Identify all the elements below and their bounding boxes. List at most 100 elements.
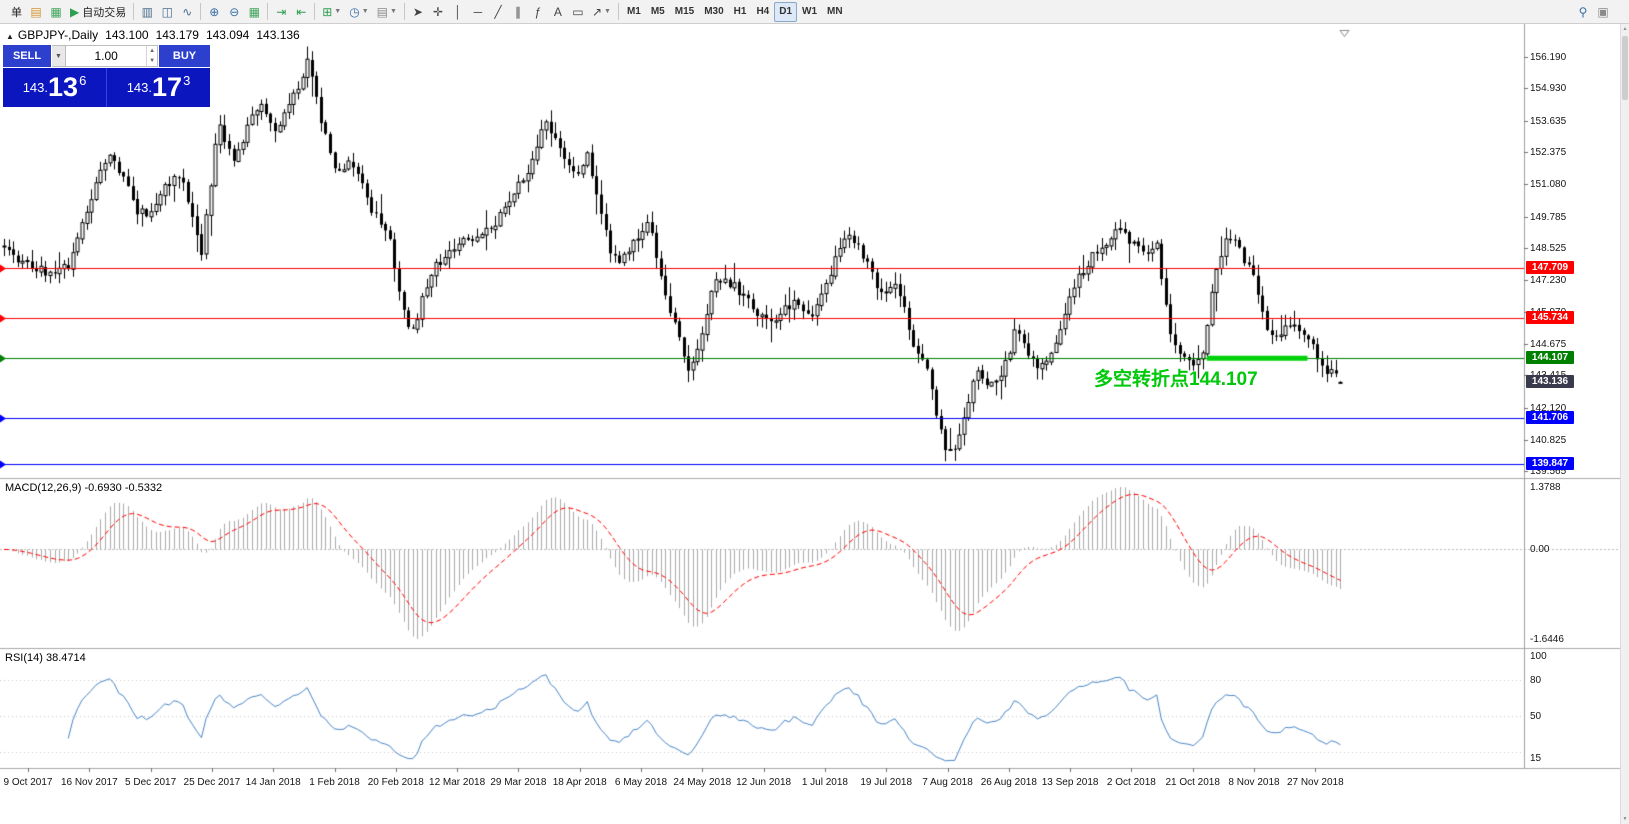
level-price-badge[interactable]: 141.706 xyxy=(1526,411,1574,425)
new-chart-button[interactable]: ⊞ ▼ xyxy=(318,2,345,22)
tf-h4-label: H4 xyxy=(756,6,770,17)
tf-mn-button[interactable]: MN xyxy=(822,2,848,22)
volume-dropdown-icon[interactable]: ▼ xyxy=(52,45,66,67)
date-axis-label: 8 Nov 2018 xyxy=(1228,777,1280,788)
vertical-scrollbar[interactable]: ▲ ▼ xyxy=(1620,24,1629,824)
date-axis-label: 14 Jan 2018 xyxy=(245,777,301,788)
date-axis-label: 1 Feb 2018 xyxy=(309,777,360,788)
collapse-icon[interactable]: ▲ xyxy=(6,32,14,41)
price-axis-label: 151.080 xyxy=(1530,179,1567,191)
macd-axis-min: -1.6446 xyxy=(1530,634,1564,645)
level-price-badge[interactable]: 144.107 xyxy=(1526,351,1574,365)
arrows-icon: ↗ xyxy=(591,4,602,19)
level-price-badge[interactable]: 145.734 xyxy=(1526,310,1574,324)
bar-chart-mode-button[interactable]: ▥ xyxy=(137,2,157,22)
bid-prefix: 143. xyxy=(22,80,49,95)
tf-h1-button[interactable]: H1 xyxy=(729,2,752,22)
zoom-out-icon: ⊖ xyxy=(229,4,240,19)
line-chart-mode-icon: ∿ xyxy=(182,4,193,19)
chart-canvas[interactable] xyxy=(0,24,1620,795)
date-axis-label: 12 Mar 2018 xyxy=(429,777,486,788)
rsi-axis-label: 50 xyxy=(1530,711,1542,722)
macd-axis-zero: 0.00 xyxy=(1530,544,1550,556)
auto-scroll-button[interactable]: ⇥ xyxy=(271,2,291,22)
scrollbar-down-icon[interactable]: ▼ xyxy=(1622,816,1628,822)
crosshair-button[interactable]: ✛ xyxy=(428,2,448,22)
arrows-button[interactable]: ↗ ▼ xyxy=(588,2,615,22)
cursor-button[interactable]: ➤ xyxy=(408,2,428,22)
price-axis-label: 139.565 xyxy=(1530,466,1567,478)
label-icon: ▭ xyxy=(572,4,584,19)
volume-up-icon[interactable]: ▲ xyxy=(149,48,156,54)
date-axis-label: 25 Dec 2017 xyxy=(183,777,241,788)
zoom-in-button[interactable]: ⊕ xyxy=(204,2,224,22)
scrollbar-thumb[interactable] xyxy=(1622,36,1628,100)
date-axis-label: 1 Jul 2018 xyxy=(801,777,848,788)
tf-m30-button[interactable]: M30 xyxy=(699,2,728,22)
toolbar: 单 ▤ ▦ ▶ 自动交易 ▥ ◫ ∿ ⊕ ⊖ ▦ ⇥ ⇤ ⊞ ▼ ◷ ▼ ▤ ▼ ➤ ✛ │ ─ ╱ ∥ ƒ A ▭ ↗ ▼ M1 M5 M15… xyxy=(0,0,1629,24)
bar-chart-mode-icon: ▥ xyxy=(141,4,153,19)
vertical-line-button[interactable]: │ xyxy=(448,2,468,22)
date-axis-label: 2 Oct 2018 xyxy=(1106,777,1156,788)
auto-scroll-icon: ⇥ xyxy=(276,4,287,19)
line-chart-mode-button[interactable]: ∿ xyxy=(177,2,197,22)
candlestick-mode-button[interactable]: ◫ xyxy=(157,2,177,22)
fibonacci-icon: ƒ xyxy=(534,4,542,19)
level-price-badge[interactable]: 147.709 xyxy=(1526,261,1574,275)
tf-d1-button[interactable]: D1 xyxy=(774,1,798,22)
tf-w1-label: W1 xyxy=(802,6,818,17)
volume-input[interactable] xyxy=(66,46,147,66)
autotrading-label: 自动交易 xyxy=(82,6,127,19)
tf-w1-button[interactable]: W1 xyxy=(797,2,822,22)
volume-down-icon[interactable]: ▼ xyxy=(149,58,156,64)
workspace-button[interactable]: ▣ xyxy=(1593,2,1613,22)
tf-mn-label: MN xyxy=(827,6,843,17)
channel-button[interactable]: ∥ xyxy=(508,2,528,22)
grid-button[interactable]: ▦ xyxy=(244,2,264,22)
price-axis-label: 142.120 xyxy=(1530,402,1567,414)
autotrading-button[interactable]: ▶ 自动交易 xyxy=(66,2,130,22)
chart-annotation-text[interactable]: 多空转折点144.107 xyxy=(1094,369,1258,390)
tf-m5-button[interactable]: M5 xyxy=(646,2,670,22)
zoom-in-icon: ⊕ xyxy=(209,4,220,19)
price-axis-label: 156.190 xyxy=(1530,51,1567,63)
chart-list-button[interactable]: ▦ xyxy=(46,2,66,22)
volume-stepper[interactable]: ▲ ▼ xyxy=(146,46,157,66)
horizontal-line-button[interactable]: ─ xyxy=(468,2,488,22)
chart-shift-button[interactable]: ⇤ xyxy=(291,2,311,22)
date-axis-label: 20 Feb 2018 xyxy=(367,777,424,788)
toolbar-separator xyxy=(133,3,135,20)
chart-list-icon: ▦ xyxy=(50,4,62,19)
ohlc-close: 143.136 xyxy=(256,28,300,42)
ask-price[interactable]: 143. 17 3 xyxy=(107,68,210,107)
order-ticket-button[interactable]: 单 xyxy=(4,2,26,22)
workspace-icon: ▣ xyxy=(1597,4,1609,19)
level-price-badge[interactable]: 139.847 xyxy=(1526,457,1574,471)
text-icon: A xyxy=(553,4,562,19)
chart-title: ▲ GBPJPY-,Daily 143.100 143.179 143.094 143.1… xyxy=(6,28,300,42)
dropdown-caret-icon: ▼ xyxy=(334,8,342,15)
period-button[interactable]: ◷ ▼ xyxy=(345,2,372,22)
date-axis-label: 5 Dec 2017 xyxy=(125,777,177,788)
period-icon: ◷ xyxy=(349,4,360,19)
text-button[interactable]: A xyxy=(548,2,568,22)
new-order-button[interactable]: ▤ xyxy=(26,2,46,22)
ask-prefix: 143. xyxy=(126,80,153,95)
label-button[interactable]: ▭ xyxy=(568,2,588,22)
search-button[interactable]: ⚲ xyxy=(1573,2,1593,22)
trendline-button[interactable]: ╱ xyxy=(488,2,508,22)
zoom-out-button[interactable]: ⊖ xyxy=(224,2,244,22)
template-button[interactable]: ▤ ▼ xyxy=(373,2,401,22)
tf-m15-button[interactable]: M15 xyxy=(670,2,699,22)
fibonacci-button[interactable]: ƒ xyxy=(528,2,548,22)
bid-price[interactable]: 143. 13 6 xyxy=(3,68,107,107)
tf-h4-button[interactable]: H4 xyxy=(751,2,774,22)
scrollbar-up-icon[interactable]: ▲ xyxy=(1622,26,1628,32)
bid-sup-digit: 6 xyxy=(79,73,87,88)
date-axis-label: 24 May 2018 xyxy=(673,777,732,788)
sell-button[interactable]: SELL xyxy=(3,45,52,67)
chart-shift-icon: ⇤ xyxy=(296,4,307,19)
buy-button[interactable]: BUY xyxy=(158,45,210,67)
tf-m1-button[interactable]: M1 xyxy=(622,2,646,22)
date-axis-label: 16 Nov 2017 xyxy=(60,777,118,788)
